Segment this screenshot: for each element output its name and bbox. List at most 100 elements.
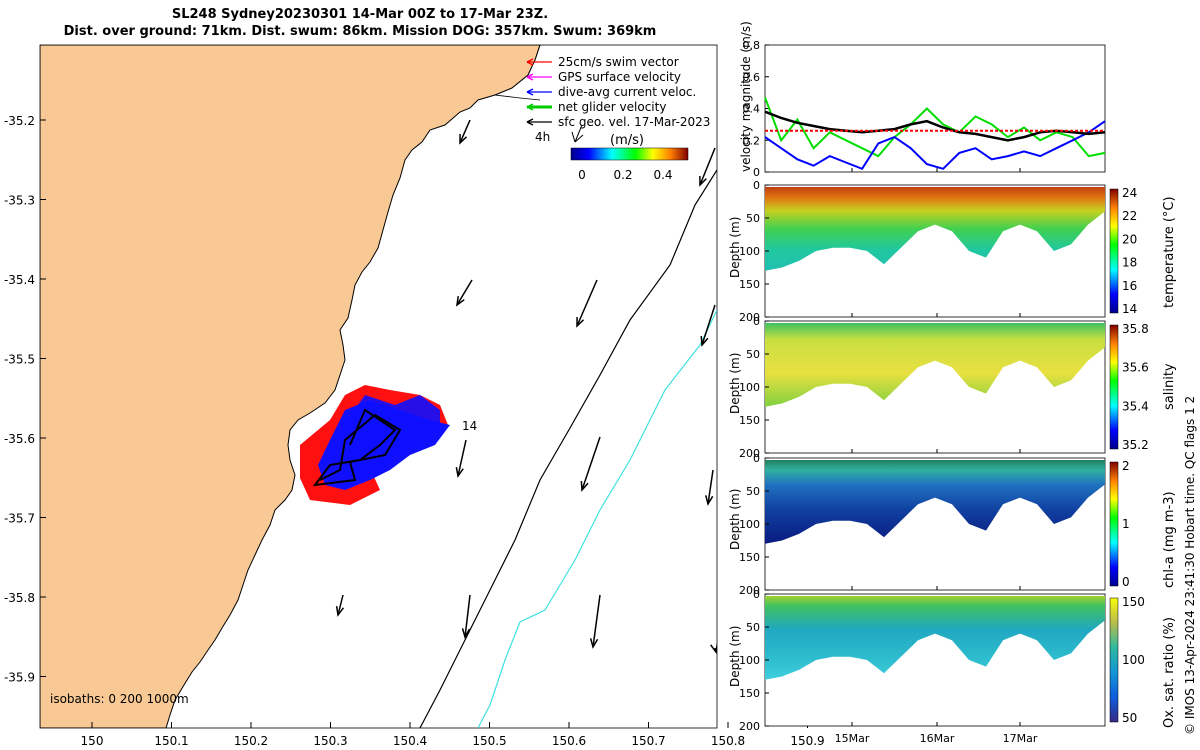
colorbar-temperature: [1109, 188, 1119, 314]
depth-tick-label: 200: [739, 311, 760, 324]
legend-label: net glider velocity: [558, 100, 666, 114]
speed-colorbar: [570, 147, 689, 161]
track-map: 14 isobaths: 0 200 1000m 150 150.1 150.2 15…: [4, 44, 825, 748]
depth-tick-label: 200: [739, 720, 760, 733]
lat-tick-label: -35.6: [4, 432, 35, 446]
velocity-ylabel: velocity magnitude (m/s): [739, 21, 753, 172]
geo-velocity-arrow: [581, 436, 601, 491]
geo-velocity-arrow: [464, 594, 471, 638]
depth-tick-label: 150: [739, 278, 760, 291]
lon-tick-label: 150.7: [631, 734, 665, 748]
lon-tick-label: 150: [81, 734, 104, 748]
velocity-y-tick-label: 0.6: [743, 71, 761, 84]
geo-velocity-arrowhead-icon: [576, 316, 585, 328]
geo-velocity-arrow: [701, 304, 716, 346]
lat-tick-label: -35.3: [4, 194, 35, 208]
oxygen-cbar-label: Ox. sat. ratio (%): [1162, 617, 1177, 728]
legend-label: dive-avg current veloc.: [558, 85, 696, 99]
colorbar-tick-1: 0.2: [613, 168, 632, 182]
section-panel-chla: 0 50 100 150 200 2 1 0: [739, 452, 1130, 597]
day-label: 14: [462, 419, 477, 433]
copyright-note: © IMOS 13-Apr-2024 23:41:30 Hobart time.…: [1183, 395, 1197, 735]
colorbar-tick-label: 35.2: [1122, 438, 1149, 452]
legend-label: sfc geo. vel. 17-Mar-2023: [558, 115, 710, 129]
lon-tick-label: 150.9: [790, 734, 824, 748]
depth-tick-label: 0: [753, 179, 760, 192]
velocity-series-line: [764, 120, 1106, 171]
depth-tick-label: 150: [739, 551, 760, 564]
legend-time-label: 4h: [535, 130, 550, 144]
depth-tick-label: 0: [753, 588, 760, 601]
colorbar-tick-label: 35.4: [1122, 399, 1149, 413]
time-tick-label: 17Mar: [1003, 732, 1038, 745]
depth-tick-label: 100: [739, 381, 760, 394]
geo-velocity-arrow: [707, 469, 714, 505]
geo-velocity-arrow: [699, 147, 716, 186]
geo-velocity-arrowhead-icon: [705, 495, 714, 506]
geo-velocity-arrowhead-icon: [455, 467, 464, 478]
colorbar-tick-label: 35.8: [1122, 322, 1149, 336]
geo-velocity-arrow: [592, 594, 601, 648]
lon-tick-label: 150.5: [472, 734, 506, 748]
section-fill: [765, 596, 1105, 680]
colorbar-tick-2: 0.4: [653, 168, 672, 182]
legend-arrowhead-icon: [526, 118, 534, 126]
geo-velocity-arrow: [456, 279, 473, 306]
time-tick-label: 16Mar: [920, 732, 955, 745]
temperature-ylabel: Depth (m): [728, 216, 742, 278]
colorbar-tick-label: 100: [1122, 653, 1145, 667]
lon-tick-label: 150.3: [313, 734, 347, 748]
geo-velocity-arrowhead-icon: [580, 480, 589, 492]
geo-velocity-arrowhead-icon: [699, 175, 707, 187]
latitude-ticks: -35.2 -35.3 -35.4 -35.5 -35.6 -35.7 -35.8 -35.9: [4, 114, 46, 685]
legend-arrowhead-icon: [526, 103, 534, 111]
lon-tick-label: 150.6: [552, 734, 586, 748]
velocity-series: [764, 97, 1106, 171]
colorbar-title: (m/s): [610, 133, 644, 148]
depth-tick-label: 200: [739, 584, 760, 597]
geo-velocity-arrowhead-icon: [589, 638, 599, 649]
colorbar-chla: [1109, 461, 1119, 587]
lon-tick-label: 150.4: [393, 734, 427, 748]
colorbar-salinity: [1109, 324, 1119, 450]
colorbar-oxygen: [1109, 597, 1119, 723]
legend-label: 25cm/s swim vector: [558, 55, 679, 69]
depth-tick-label: 100: [739, 654, 760, 667]
isobaths-label: isobaths: 0 200 1000m: [50, 692, 189, 706]
colorbar-tick-label: 1: [1122, 517, 1130, 531]
depth-tick-label: 0: [753, 315, 760, 328]
lon-tick-label: 150.2: [234, 734, 268, 748]
chla-cbar-label: chl-a (mg m-3): [1162, 491, 1177, 588]
colorbar-tick-label: 18: [1122, 256, 1137, 270]
geo-velocity-arrowhead-icon: [335, 605, 345, 617]
depth-tick-label: 100: [739, 245, 760, 258]
colorbar-tick-label: 22: [1122, 209, 1137, 223]
salinity-cbar-label: salinity: [1162, 363, 1177, 410]
depth-tick-label: 50: [746, 621, 760, 634]
section-fill: [765, 323, 1105, 407]
temperature-cbar-label: temperature (°C): [1162, 196, 1177, 308]
velocity-series-line: [764, 97, 1106, 158]
colorbar-tick-label: 24: [1122, 186, 1137, 200]
colorbar-tick-label: 150: [1122, 595, 1145, 609]
section-panel-temperature: 0 50 100 150 200 24 22 20 18 16 14: [739, 179, 1137, 324]
lat-tick-label: -35.4: [4, 273, 35, 287]
geo-velocity-arrowhead-icon: [709, 642, 717, 654]
velocity-y-tick-label: 0: [753, 166, 760, 179]
depth-tick-label: 200: [739, 447, 760, 460]
geo-velocity-arrow: [459, 119, 471, 144]
geo-velocity-arrow: [457, 439, 467, 477]
lat-tick-label: -35.5: [4, 353, 35, 367]
section-fill: [765, 187, 1105, 271]
time-tick-label: 15Mar: [835, 732, 870, 745]
velocity-y-tick-label: 0.4: [743, 103, 761, 116]
geo-velocity-arrowhead-icon: [459, 133, 468, 145]
time-axis-ticks: 15Mar 16Mar 17Mar: [835, 168, 1038, 745]
chart-title-line-1: SL248 Sydney20230301 14-Mar 00Z to 17-Ma…: [171, 7, 549, 22]
legend-arrowhead-icon: [526, 88, 534, 96]
isobath-200m: [419, 169, 717, 728]
legend-arrowhead-icon: [526, 58, 534, 66]
colorbar-tick-label: 14: [1122, 302, 1137, 316]
velocity-series-line: [764, 110, 1106, 142]
